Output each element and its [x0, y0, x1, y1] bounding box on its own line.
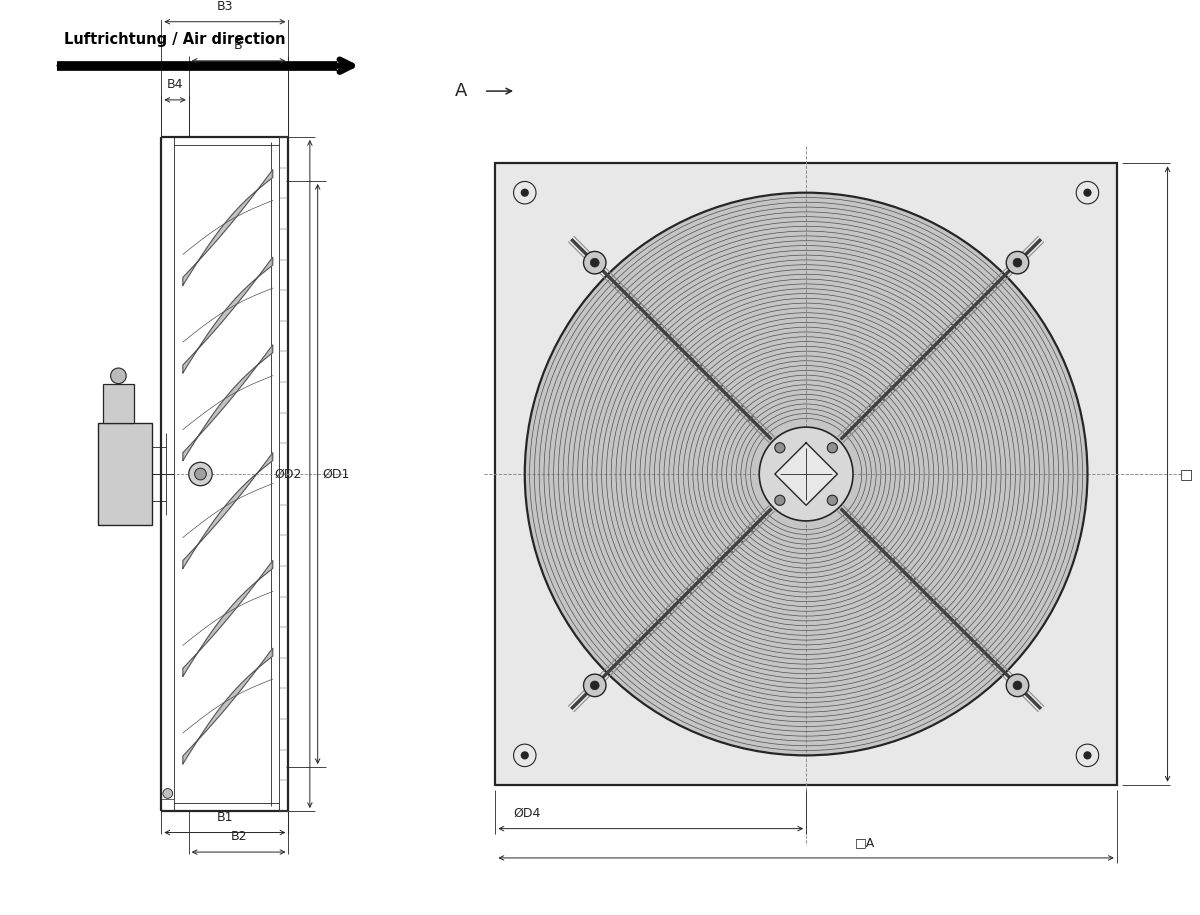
Circle shape — [583, 674, 606, 696]
Polygon shape — [182, 257, 272, 373]
Circle shape — [1007, 674, 1028, 696]
Circle shape — [827, 495, 838, 505]
Text: B2: B2 — [230, 830, 247, 844]
Circle shape — [110, 368, 126, 383]
Circle shape — [1013, 258, 1022, 267]
Text: B1: B1 — [217, 811, 233, 824]
Circle shape — [1007, 252, 1028, 274]
Text: ØD4: ØD4 — [514, 807, 540, 820]
Polygon shape — [182, 453, 272, 568]
Circle shape — [775, 495, 785, 505]
Text: B4: B4 — [167, 78, 184, 92]
Circle shape — [827, 443, 838, 453]
Text: □: □ — [1180, 467, 1193, 481]
Bar — [496, 164, 1117, 785]
Circle shape — [521, 188, 529, 197]
Circle shape — [775, 443, 785, 453]
Circle shape — [583, 252, 606, 274]
Circle shape — [163, 789, 173, 799]
Circle shape — [1076, 181, 1099, 204]
Polygon shape — [182, 561, 272, 676]
Polygon shape — [182, 169, 272, 285]
Circle shape — [1084, 188, 1092, 197]
Circle shape — [1084, 751, 1092, 759]
Circle shape — [785, 453, 828, 496]
Text: A: A — [455, 82, 468, 100]
Circle shape — [188, 462, 212, 486]
Circle shape — [1013, 681, 1022, 690]
Text: B: B — [234, 39, 242, 52]
Bar — [103, 383, 134, 423]
Circle shape — [1076, 744, 1099, 767]
Text: B3: B3 — [217, 0, 233, 13]
Circle shape — [590, 681, 599, 690]
Polygon shape — [182, 345, 272, 460]
Circle shape — [521, 751, 529, 759]
Circle shape — [514, 744, 536, 767]
Circle shape — [194, 468, 206, 479]
Text: □A: □A — [854, 836, 875, 849]
Text: Luftrichtung / Air direction: Luftrichtung / Air direction — [64, 32, 286, 48]
Circle shape — [590, 258, 599, 267]
Polygon shape — [182, 648, 272, 764]
Polygon shape — [775, 443, 838, 505]
Text: ØD2: ØD2 — [275, 468, 302, 480]
Circle shape — [514, 181, 536, 204]
Bar — [98, 423, 151, 525]
Text: ØD1: ØD1 — [323, 468, 350, 480]
Circle shape — [760, 427, 853, 521]
Circle shape — [526, 194, 1086, 754]
